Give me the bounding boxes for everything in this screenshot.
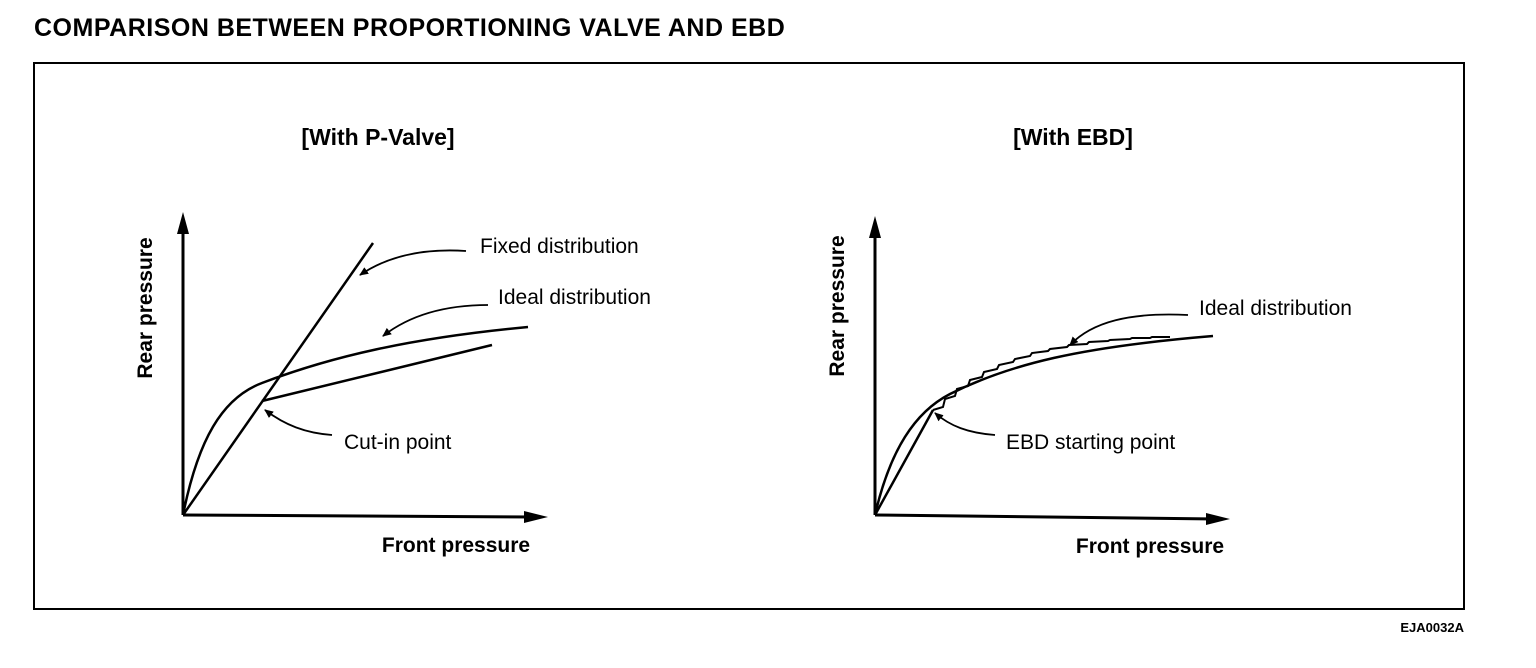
- p-valve-x-axis-arrow: [524, 511, 548, 523]
- ebd-ideal-distribution-label: Ideal distribution: [1199, 297, 1352, 320]
- ebd-panel: [With EBD] Ideal distribution EBD starti…: [826, 124, 1352, 558]
- ebd-starting-point-pointer: [934, 412, 996, 436]
- ebd-ideal-distribution-pointer: [1069, 313, 1189, 346]
- page-title: COMPARISON BETWEEN PROPORTIONING VALVE A…: [34, 14, 786, 42]
- ideal-distribution-curve: [181, 325, 529, 516]
- ebd-y-axis-arrow: [869, 216, 881, 238]
- p-valve-panel: [With P-Valve] Fixed distribution Ideal …: [134, 124, 651, 557]
- p-valve-x-axis-label: Front pressure: [382, 534, 530, 557]
- proportioned-line: [261, 343, 493, 403]
- ideal-distribution-pointer: [382, 304, 489, 337]
- ebd-control-line: [932, 336, 1170, 411]
- ebd-x-axis-label: Front pressure: [1076, 535, 1224, 558]
- ebd-initial-line: [873, 409, 935, 516]
- p-valve-heading: [With P-Valve]: [301, 124, 454, 150]
- ebd-heading: [With EBD]: [1013, 124, 1133, 150]
- p-valve-y-axis-arrow: [177, 212, 189, 234]
- cut-in-point-label: Cut-in point: [344, 431, 452, 454]
- ebd-x-axis: [874, 513, 1217, 521]
- fixed-distribution-pointer: [359, 249, 467, 276]
- ebd-y-axis-label: Rear pressure: [826, 235, 849, 376]
- figure-code: EJA0032A: [1400, 620, 1464, 635]
- diagram-frame: [33, 62, 1465, 610]
- p-valve-x-axis: [182, 513, 535, 519]
- fixed-distribution-label: Fixed distribution: [480, 235, 639, 258]
- cut-in-point-pointer: [264, 409, 333, 436]
- p-valve-y-axis-label: Rear pressure: [134, 237, 157, 378]
- ebd-starting-point-label: EBD starting point: [1006, 431, 1175, 454]
- fixed-distribution-line: [181, 242, 375, 516]
- ideal-distribution-label: Ideal distribution: [498, 286, 651, 309]
- ebd-x-axis-arrow: [1206, 513, 1230, 525]
